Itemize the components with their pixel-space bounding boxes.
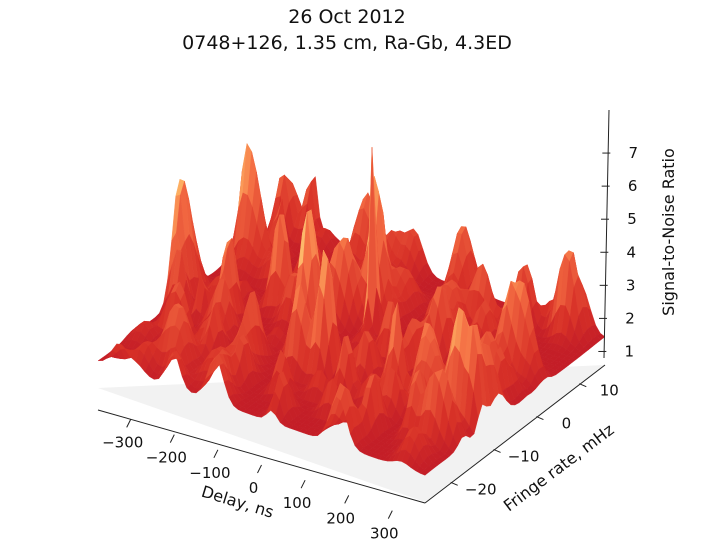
x-axis-label: Delay, ns [199,482,276,522]
surface-mesh [97,142,606,476]
y-axis-line [424,364,606,504]
x-axis-line [97,409,426,504]
x-tick-mark [387,510,393,519]
z-tick-label: 5 [627,210,637,228]
z-tick-label: 6 [628,177,638,195]
x-tick-mark [300,479,306,489]
z-axis-label: Signal-to-Noise Ratio [659,148,678,316]
z-tick-label: 4 [627,243,637,261]
z-tick-label: 1 [625,342,635,360]
y-tick-mark [450,481,458,486]
chart-subtitle: 0748+126, 1.35 cm, Ra-Gb, 4.3ED [182,32,512,54]
z-tick-label: 7 [629,144,639,162]
y-tick-mark [493,448,501,453]
y-axis: −20 −10 0 10 [424,364,619,504]
x-tick-label: −100 [189,464,230,482]
y-tick-label: 10 [600,382,619,400]
chart-title: 26 Oct 2012 [288,6,405,28]
x-tick-label: −300 [102,433,143,451]
y-tick-label: 0 [562,415,572,433]
x-tick-label: 0 [249,479,259,497]
x-tick-mark [344,495,350,504]
z-axis-line [603,109,610,359]
x-tick-label: 300 [370,525,399,541]
y-tick-mark [536,416,544,421]
x-tick-mark [169,434,175,443]
x-tick-label: 200 [326,509,355,527]
x-tick-label: 100 [283,494,312,512]
y-tick-mark [579,383,587,388]
x-tick-mark [213,449,219,459]
x-tick-mark [126,419,132,428]
y-tick-label: −10 [508,447,540,465]
x-tick-label: −200 [146,449,187,467]
y-tick-label: −20 [465,480,497,498]
x-tick-mark [257,464,262,474]
z-tick-label: 2 [625,309,635,327]
z-axis: 1 2 3 4 5 6 7 [598,109,639,360]
z-tick-label: 3 [626,276,636,294]
surface-cell [419,469,430,476]
y-axis-label: Fringe rate, mHz [500,420,618,515]
x-axis: −300−200−100 0 100 200 300 [97,409,426,541]
